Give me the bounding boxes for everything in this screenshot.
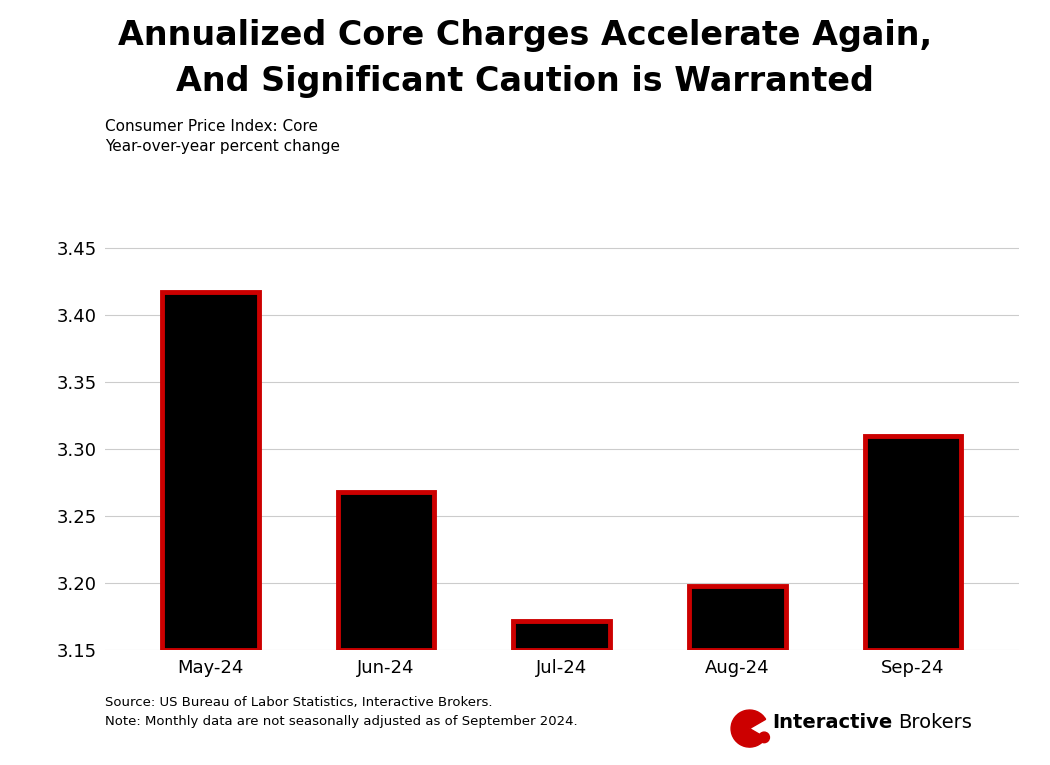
Text: Note: Monthly data are not seasonally adjusted as of September 2024.: Note: Monthly data are not seasonally ad… — [105, 715, 578, 728]
Text: Interactive: Interactive — [772, 714, 892, 732]
Bar — [689, 586, 785, 650]
Circle shape — [759, 732, 770, 743]
Text: Year-over-year percent change: Year-over-year percent change — [105, 139, 340, 155]
Text: And Significant Caution is Warranted: And Significant Caution is Warranted — [176, 65, 874, 98]
Bar — [162, 292, 258, 650]
Text: Source: US Bureau of Labor Statistics, Interactive Brokers.: Source: US Bureau of Labor Statistics, I… — [105, 696, 492, 709]
Wedge shape — [731, 710, 765, 747]
Bar — [338, 492, 435, 650]
Bar — [865, 435, 962, 650]
Text: Annualized Core Charges Accelerate Again,: Annualized Core Charges Accelerate Again… — [118, 19, 932, 52]
Bar — [513, 620, 610, 650]
Text: Brokers: Brokers — [898, 714, 971, 732]
Text: Consumer Price Index: Core: Consumer Price Index: Core — [105, 119, 318, 134]
